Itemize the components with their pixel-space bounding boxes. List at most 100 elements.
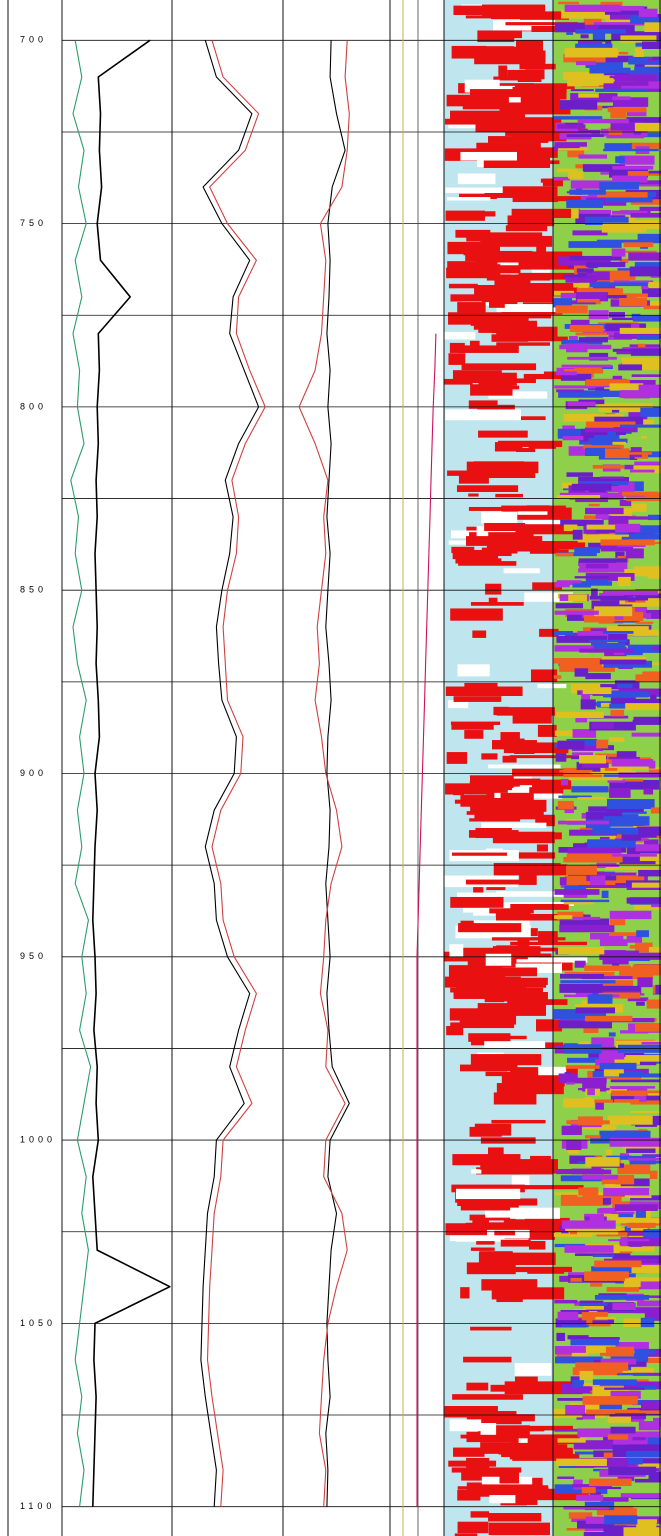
image-blob bbox=[630, 14, 661, 24]
image-blob bbox=[565, 1404, 586, 1415]
image-blob bbox=[554, 1299, 578, 1304]
image-blob bbox=[595, 875, 617, 881]
image-blob bbox=[608, 932, 638, 936]
image-blob bbox=[555, 552, 574, 557]
image-blob bbox=[581, 1487, 596, 1494]
image-blob bbox=[638, 869, 661, 877]
image-tracks bbox=[444, 0, 661, 1536]
image-blob bbox=[615, 523, 641, 533]
image-blob bbox=[591, 642, 626, 649]
image-blob bbox=[629, 266, 661, 277]
image-blob bbox=[634, 1095, 647, 1102]
image-blob bbox=[620, 1493, 661, 1498]
image-blob bbox=[499, 1470, 520, 1484]
image-blob bbox=[572, 529, 583, 540]
image-blob bbox=[466, 1431, 518, 1443]
image-blob bbox=[473, 112, 526, 121]
image-blob bbox=[591, 722, 614, 729]
image-blob bbox=[568, 1272, 600, 1276]
image-blob bbox=[585, 1015, 633, 1022]
image-blob bbox=[612, 97, 649, 107]
image-blob bbox=[528, 1440, 541, 1449]
image-blob bbox=[610, 1211, 635, 1215]
image-blob bbox=[585, 421, 636, 428]
image-blob bbox=[455, 229, 491, 238]
image-blob bbox=[589, 1214, 604, 1224]
image-blob bbox=[507, 991, 548, 1005]
image-blob bbox=[559, 100, 598, 110]
image-blob bbox=[582, 762, 609, 768]
image-blob bbox=[559, 916, 601, 920]
image-blob bbox=[500, 792, 534, 802]
image-blob bbox=[492, 160, 560, 165]
image-blob bbox=[594, 416, 644, 425]
image-blob bbox=[554, 581, 570, 588]
image-blob bbox=[585, 61, 623, 68]
image-blob bbox=[599, 1404, 622, 1410]
image-blob bbox=[604, 1184, 616, 1188]
image-blob bbox=[566, 1120, 610, 1125]
image-blob bbox=[598, 1050, 625, 1060]
image-blob bbox=[530, 1155, 551, 1166]
image-blob bbox=[600, 980, 634, 987]
image-blob bbox=[640, 300, 661, 308]
image-blob bbox=[481, 822, 547, 828]
image-blob bbox=[620, 1178, 650, 1187]
image-blob bbox=[554, 610, 599, 615]
image-blob bbox=[609, 737, 625, 742]
image-blob bbox=[510, 904, 569, 910]
image-blob bbox=[561, 364, 612, 368]
image-blob bbox=[512, 1453, 580, 1461]
image-blob bbox=[591, 588, 598, 599]
image-blob bbox=[495, 547, 518, 554]
image-blob bbox=[504, 1164, 542, 1172]
image-blob bbox=[631, 503, 647, 512]
image-blob bbox=[594, 1294, 650, 1300]
image-blob bbox=[610, 1390, 641, 1399]
image-blob bbox=[636, 1001, 645, 1006]
image-blob bbox=[491, 334, 529, 342]
image-blob bbox=[466, 1262, 516, 1275]
image-blob bbox=[468, 400, 498, 409]
image-blob bbox=[464, 730, 484, 739]
image-blob bbox=[447, 470, 496, 476]
image-blob bbox=[465, 536, 543, 546]
depth-label: 750 bbox=[20, 218, 47, 228]
image-blob bbox=[530, 669, 558, 682]
image-blob bbox=[623, 1381, 661, 1390]
image-blob bbox=[469, 775, 514, 788]
image-blob bbox=[600, 597, 648, 601]
image-blob bbox=[556, 168, 577, 173]
image-blob bbox=[564, 1044, 602, 1054]
image-blob bbox=[570, 1339, 620, 1346]
image-blob bbox=[557, 740, 585, 750]
image-blob bbox=[631, 882, 661, 888]
image-blob bbox=[558, 256, 611, 266]
image-blob bbox=[638, 8, 658, 18]
image-blob bbox=[511, 1175, 530, 1188]
image-blob bbox=[623, 569, 661, 573]
image-blob bbox=[572, 583, 591, 588]
image-blob bbox=[449, 944, 464, 957]
image-blob bbox=[596, 739, 609, 749]
image-blob bbox=[590, 875, 606, 885]
image-blob bbox=[495, 915, 573, 921]
image-blob bbox=[481, 511, 518, 524]
image-blob bbox=[512, 1488, 589, 1501]
image-blob bbox=[621, 834, 641, 841]
image-blob bbox=[618, 639, 630, 646]
image-blob bbox=[588, 503, 600, 507]
image-blob bbox=[453, 1447, 485, 1457]
image-blob bbox=[610, 1353, 649, 1362]
image-blob bbox=[498, 117, 562, 128]
image-blob bbox=[489, 295, 505, 308]
image-blob bbox=[526, 505, 550, 515]
image-blob bbox=[632, 719, 661, 725]
image-blob bbox=[640, 436, 648, 439]
image-blob bbox=[558, 1, 579, 5]
image-blob bbox=[515, 272, 590, 280]
image-blob bbox=[575, 61, 596, 66]
image-blob bbox=[636, 1458, 661, 1467]
image-blob bbox=[570, 210, 612, 217]
